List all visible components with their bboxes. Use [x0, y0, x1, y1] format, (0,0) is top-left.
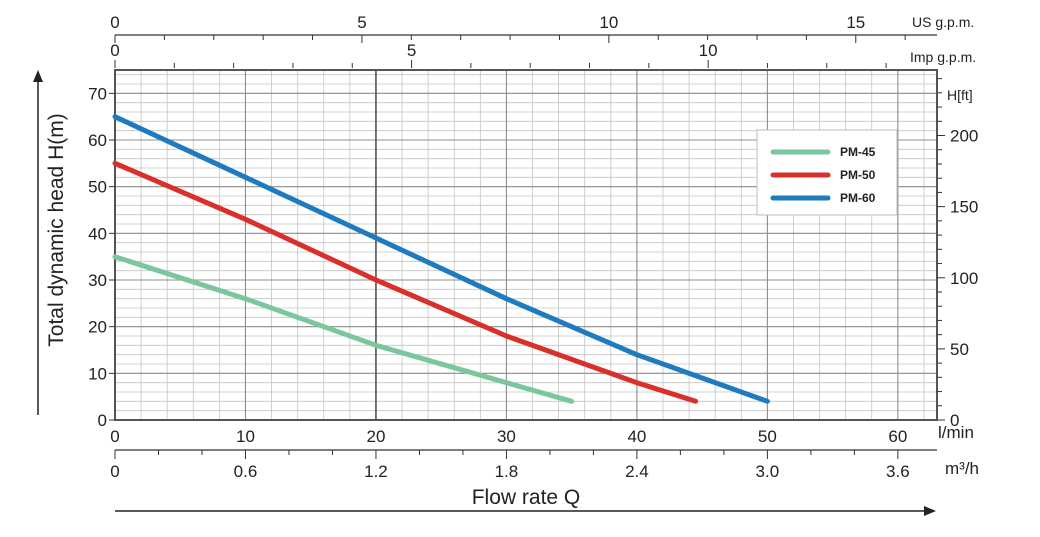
plot-frame — [114, 69, 938, 421]
m3h-unit-label: m³/h — [945, 459, 979, 478]
y-axis-title: Total dynamic head H(m) — [45, 113, 68, 346]
series-line-pm-50 — [112, 160, 699, 404]
y-tick-label: 10 — [88, 364, 107, 383]
x-tick-label: 0 — [110, 427, 119, 446]
m3h-tick-label: 0 — [110, 462, 119, 481]
y-axis-left: 0 10 20 30 40 50 60 70 — [88, 84, 115, 430]
grid-major — [114, 70, 937, 421]
y-tick-label: 40 — [88, 224, 107, 243]
m3h-tick-label: 1.8 — [495, 462, 519, 481]
x-axis-title: Flow rate Q — [472, 486, 581, 509]
legend-label-pm-60: PM-60 — [840, 191, 876, 205]
series-line-pm-60 — [112, 114, 770, 404]
x-axes-bottom: 0 10 20 30 40 50 60 0 0.6 1.2 1.8 2.4 3.0 3.6 — [110, 427, 937, 481]
grid-minor — [115, 70, 937, 420]
m3h-tick-label: 2.4 — [625, 462, 649, 481]
m3h-tick-label: 3.6 — [886, 462, 910, 481]
legend: PM-45 PM-50 PM-60 — [756, 129, 898, 216]
imp-gpm-tick-label: 0 — [110, 41, 119, 60]
x-axes-top: 0 5 10 15 0 5 10 — [110, 13, 937, 68]
ft-tick-label: 150 — [950, 198, 978, 217]
x-tick-label: 40 — [627, 427, 646, 446]
y-tick-label: 60 — [88, 131, 107, 150]
imp-gpm-unit-label: Imp g.p.m. — [910, 49, 976, 65]
y-tick-label: 50 — [88, 178, 107, 197]
ft-tick-label: 0 — [950, 411, 959, 430]
m3h-tick-label: 0.6 — [234, 462, 258, 481]
x-tick-label: 20 — [366, 427, 385, 446]
ft-tick-label: 50 — [950, 340, 969, 359]
imp-gpm-tick-label: 5 — [407, 41, 416, 60]
lmin-unit-label: l/min — [938, 423, 974, 442]
x-tick-label: 50 — [758, 427, 777, 446]
us-gpm-unit-label: US g.p.m. — [912, 14, 974, 30]
us-gpm-tick-label: 0 — [110, 13, 119, 32]
y-tick-label: 20 — [88, 318, 107, 337]
us-gpm-tick-label: 15 — [846, 13, 865, 32]
us-gpm-tick-label: 10 — [599, 13, 618, 32]
legend-label-pm-50: PM-50 — [840, 168, 876, 182]
x-tick-label: 60 — [888, 427, 907, 446]
ft-tick-label: 200 — [950, 127, 978, 146]
x-arrow-head — [924, 506, 936, 516]
m3h-tick-label: 1.2 — [364, 462, 388, 481]
y-tick-label: 30 — [88, 271, 107, 290]
axis-arrows — [33, 70, 936, 516]
legend-label-pm-45: PM-45 — [840, 145, 876, 159]
m3h-tick-label: 3.0 — [756, 462, 780, 481]
y-tick-label: 0 — [98, 411, 107, 430]
y-axis-right-ft: 0 50 100 150 200 — [937, 78, 978, 430]
ft-tick-label: 100 — [950, 269, 978, 288]
head-ft-unit-label: H[ft] — [947, 87, 973, 103]
x-tick-label: 30 — [497, 427, 516, 446]
x-tick-label: 10 — [236, 427, 255, 446]
series-line-pm-45 — [112, 254, 575, 404]
y-arrow-head — [33, 70, 43, 82]
imp-gpm-tick-label: 10 — [699, 41, 718, 60]
y-tick-label: 70 — [88, 84, 107, 103]
us-gpm-tick-label: 5 — [357, 13, 366, 32]
series-lines — [112, 114, 770, 404]
